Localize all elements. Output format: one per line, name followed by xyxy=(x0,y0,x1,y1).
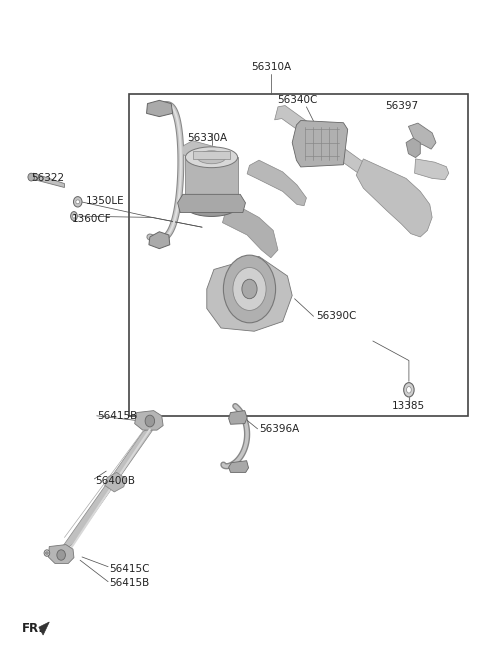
Polygon shape xyxy=(149,232,170,249)
Polygon shape xyxy=(415,159,449,180)
Polygon shape xyxy=(275,106,396,205)
Ellipse shape xyxy=(185,195,238,216)
Bar xyxy=(129,94,468,416)
Text: 56322: 56322 xyxy=(31,173,64,184)
Text: 1360CF: 1360CF xyxy=(72,214,111,224)
Polygon shape xyxy=(29,173,64,188)
Ellipse shape xyxy=(44,550,50,556)
Text: FR.: FR. xyxy=(22,622,44,635)
Ellipse shape xyxy=(28,173,35,181)
Polygon shape xyxy=(228,461,249,472)
Polygon shape xyxy=(356,159,432,237)
Ellipse shape xyxy=(233,268,266,310)
Polygon shape xyxy=(292,121,348,167)
Bar xyxy=(193,151,230,159)
Text: 56400B: 56400B xyxy=(96,476,135,486)
Ellipse shape xyxy=(197,151,226,164)
Ellipse shape xyxy=(76,200,80,204)
Ellipse shape xyxy=(57,550,65,560)
Polygon shape xyxy=(408,123,436,149)
Ellipse shape xyxy=(242,279,257,298)
Polygon shape xyxy=(135,411,163,430)
Polygon shape xyxy=(178,194,245,213)
Text: 56310A: 56310A xyxy=(251,62,291,72)
Ellipse shape xyxy=(46,552,48,554)
Text: 13385: 13385 xyxy=(392,401,425,411)
Ellipse shape xyxy=(223,255,276,323)
Text: 1350LE: 1350LE xyxy=(86,196,124,206)
Polygon shape xyxy=(63,427,152,549)
Ellipse shape xyxy=(72,214,75,218)
Polygon shape xyxy=(48,544,74,564)
Text: 56330A: 56330A xyxy=(187,133,227,142)
Ellipse shape xyxy=(73,197,82,207)
Polygon shape xyxy=(105,472,126,492)
Text: 56415B: 56415B xyxy=(109,578,150,588)
Text: 56415B: 56415B xyxy=(97,411,138,420)
Ellipse shape xyxy=(404,382,414,397)
Polygon shape xyxy=(228,411,247,424)
Ellipse shape xyxy=(71,212,77,220)
Bar xyxy=(185,157,238,206)
Text: 56415C: 56415C xyxy=(109,564,150,573)
Ellipse shape xyxy=(185,147,238,168)
Text: 56396A: 56396A xyxy=(259,424,299,434)
Ellipse shape xyxy=(407,386,411,393)
Polygon shape xyxy=(207,256,292,331)
Polygon shape xyxy=(222,205,278,258)
Text: 56390C: 56390C xyxy=(316,312,356,321)
Polygon shape xyxy=(180,140,223,164)
Polygon shape xyxy=(39,622,49,635)
Ellipse shape xyxy=(145,415,155,427)
Polygon shape xyxy=(406,138,420,157)
Text: 56397: 56397 xyxy=(385,102,418,112)
Text: 56340C: 56340C xyxy=(277,95,317,105)
Polygon shape xyxy=(247,160,306,206)
Polygon shape xyxy=(146,100,173,117)
